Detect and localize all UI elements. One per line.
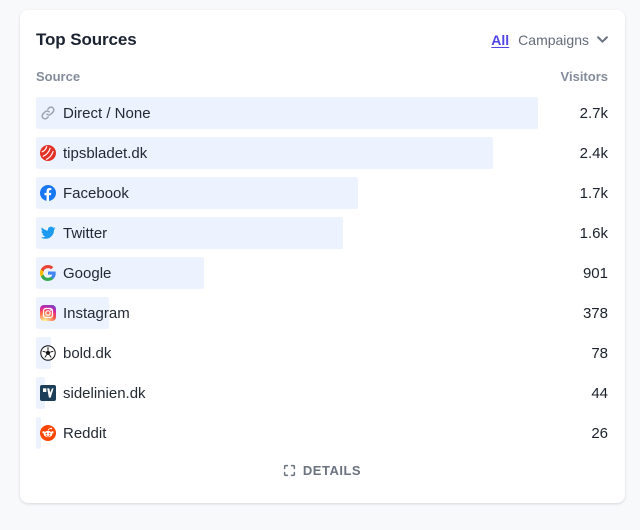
sidelinien-favicon (40, 385, 56, 401)
source-row: tipsbladet.dk 2.4k (36, 137, 608, 169)
details-row: DETAILS (36, 463, 608, 478)
bar-area: Google (36, 257, 538, 289)
visitors-value: 901 (582, 264, 608, 282)
visitors-value: 1.6k (579, 224, 608, 242)
visitors-bar (36, 97, 538, 129)
bar-area: Reddit (36, 417, 538, 449)
visitors-value: 2.4k (579, 144, 608, 162)
source-row: Google 901 (36, 257, 608, 289)
source-row: Twitter 1.6k (36, 217, 608, 249)
source-link[interactable]: Google (63, 264, 112, 282)
source-column-header: Source (36, 69, 81, 84)
filter-campaigns-link[interactable]: Campaigns (518, 32, 589, 48)
filter-tabs: All Campaigns (491, 32, 608, 48)
bar-area: sidelinien.dk (36, 377, 538, 409)
visitors-value: 78 (591, 344, 608, 362)
filter-all-link[interactable]: All (491, 32, 510, 48)
visitors-value: 26 (591, 424, 608, 442)
source-row: Reddit 26 (36, 417, 608, 449)
bar-area: tipsbladet.dk (36, 137, 538, 169)
expand-icon (283, 464, 296, 477)
top-sources-card: Top Sources All Campaigns Source Visitor… (20, 10, 625, 503)
reddit-icon (40, 425, 56, 441)
details-label: DETAILS (302, 463, 362, 478)
source-link[interactable]: tipsbladet.dk (63, 144, 148, 162)
visitors-value: 2.7k (579, 104, 608, 122)
source-link[interactable]: Direct / None (63, 104, 151, 122)
source-row: Direct / None 2.7k (36, 97, 608, 129)
card-title: Top Sources (36, 30, 137, 49)
bar-area: Instagram (36, 297, 538, 329)
bar-area: bold.dk (36, 337, 538, 369)
bar-area: Direct / None (36, 97, 538, 129)
visitors-bar (36, 257, 204, 289)
facebook-icon (40, 185, 56, 201)
visitors-bar (36, 417, 42, 449)
instagram-icon (40, 305, 56, 321)
source-row: Instagram 378 (36, 297, 608, 329)
card-header: Top Sources All Campaigns (36, 30, 608, 50)
source-link[interactable]: Reddit (63, 424, 107, 442)
visitors-bar (36, 137, 493, 169)
visitors-bar (36, 177, 359, 209)
visitors-value: 44 (591, 384, 608, 402)
column-headers: Source Visitors (36, 69, 608, 84)
source-row: Facebook 1.7k (36, 177, 608, 209)
visitors-bar (36, 217, 344, 249)
source-row: bold.dk 78 (36, 337, 608, 369)
google-icon (40, 265, 56, 281)
soccer-ball-favicon (40, 345, 56, 361)
source-link[interactable]: sidelinien.dk (63, 384, 146, 402)
tipsbladet-favicon (40, 145, 56, 161)
source-row: sidelinien.dk 44 (36, 377, 608, 409)
visitors-value: 378 (582, 304, 608, 322)
bar-area: Facebook (36, 177, 538, 209)
link-icon (40, 105, 56, 121)
source-link[interactable]: Twitter (63, 224, 108, 242)
visitors-value: 1.7k (579, 184, 608, 202)
source-link[interactable]: Facebook (63, 184, 129, 202)
sources-list: Direct / None 2.7k (36, 97, 608, 449)
visitors-column-header: Visitors (560, 69, 608, 84)
twitter-icon (40, 225, 56, 241)
chevron-down-icon[interactable] (597, 36, 608, 44)
details-button[interactable]: DETAILS (283, 463, 361, 478)
source-link[interactable]: Instagram (63, 304, 130, 322)
bar-area: Twitter (36, 217, 538, 249)
source-link[interactable]: bold.dk (63, 344, 112, 362)
